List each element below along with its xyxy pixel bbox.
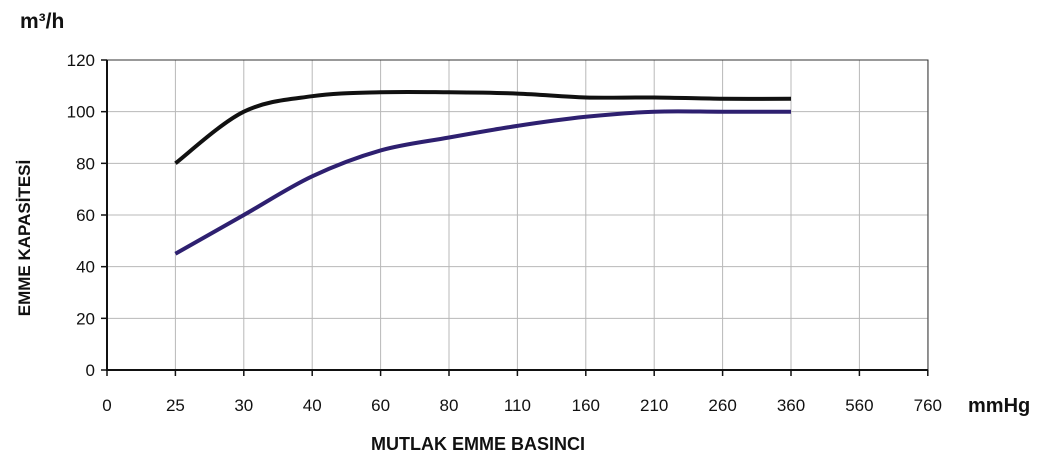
x-tick-label: 110 (504, 396, 531, 415)
y-tick-label: 120 (67, 51, 95, 70)
y-tick-label: 80 (76, 154, 95, 173)
y-unit-label: m³/h (20, 10, 64, 33)
y-tick-label: 0 (86, 361, 95, 380)
x-axis-title: MUTLAK EMME BASINCI (371, 434, 585, 454)
y-tick-label: 20 (76, 309, 95, 328)
x-tick-label: 360 (777, 396, 805, 415)
x-unit-label: mmHg (968, 395, 1030, 417)
x-tick-label: 40 (303, 396, 322, 415)
y-axis-title: EMME KAPASİTESİ (15, 160, 34, 316)
x-tick-label: 210 (640, 396, 668, 415)
x-tick-label: 760 (914, 396, 942, 415)
x-tick-label: 560 (845, 396, 873, 415)
series-2-line (174, 109, 791, 256)
grid (106, 59, 929, 371)
x-tick-label: 30 (234, 396, 253, 415)
x-tick-label: 0 (102, 396, 111, 415)
x-tick-label: 60 (371, 396, 390, 415)
x-tick-labels: 0 25 30 40 60 80 110 160 210 260 360 560 760 (102, 396, 942, 415)
y-tick-label: 40 (76, 258, 95, 277)
series-lines (174, 89, 792, 256)
x-tick-label: 260 (708, 396, 736, 415)
series-1-line (174, 89, 792, 165)
y-tick-label: 60 (76, 206, 95, 225)
plot-frame (101, 59, 929, 376)
y-tick-labels: 0 20 40 60 80 100 120 (67, 51, 95, 380)
x-tick-label: 25 (166, 396, 185, 415)
x-tick-label: 160 (572, 396, 600, 415)
x-tick-label: 80 (440, 396, 459, 415)
y-tick-label: 100 (67, 103, 95, 122)
